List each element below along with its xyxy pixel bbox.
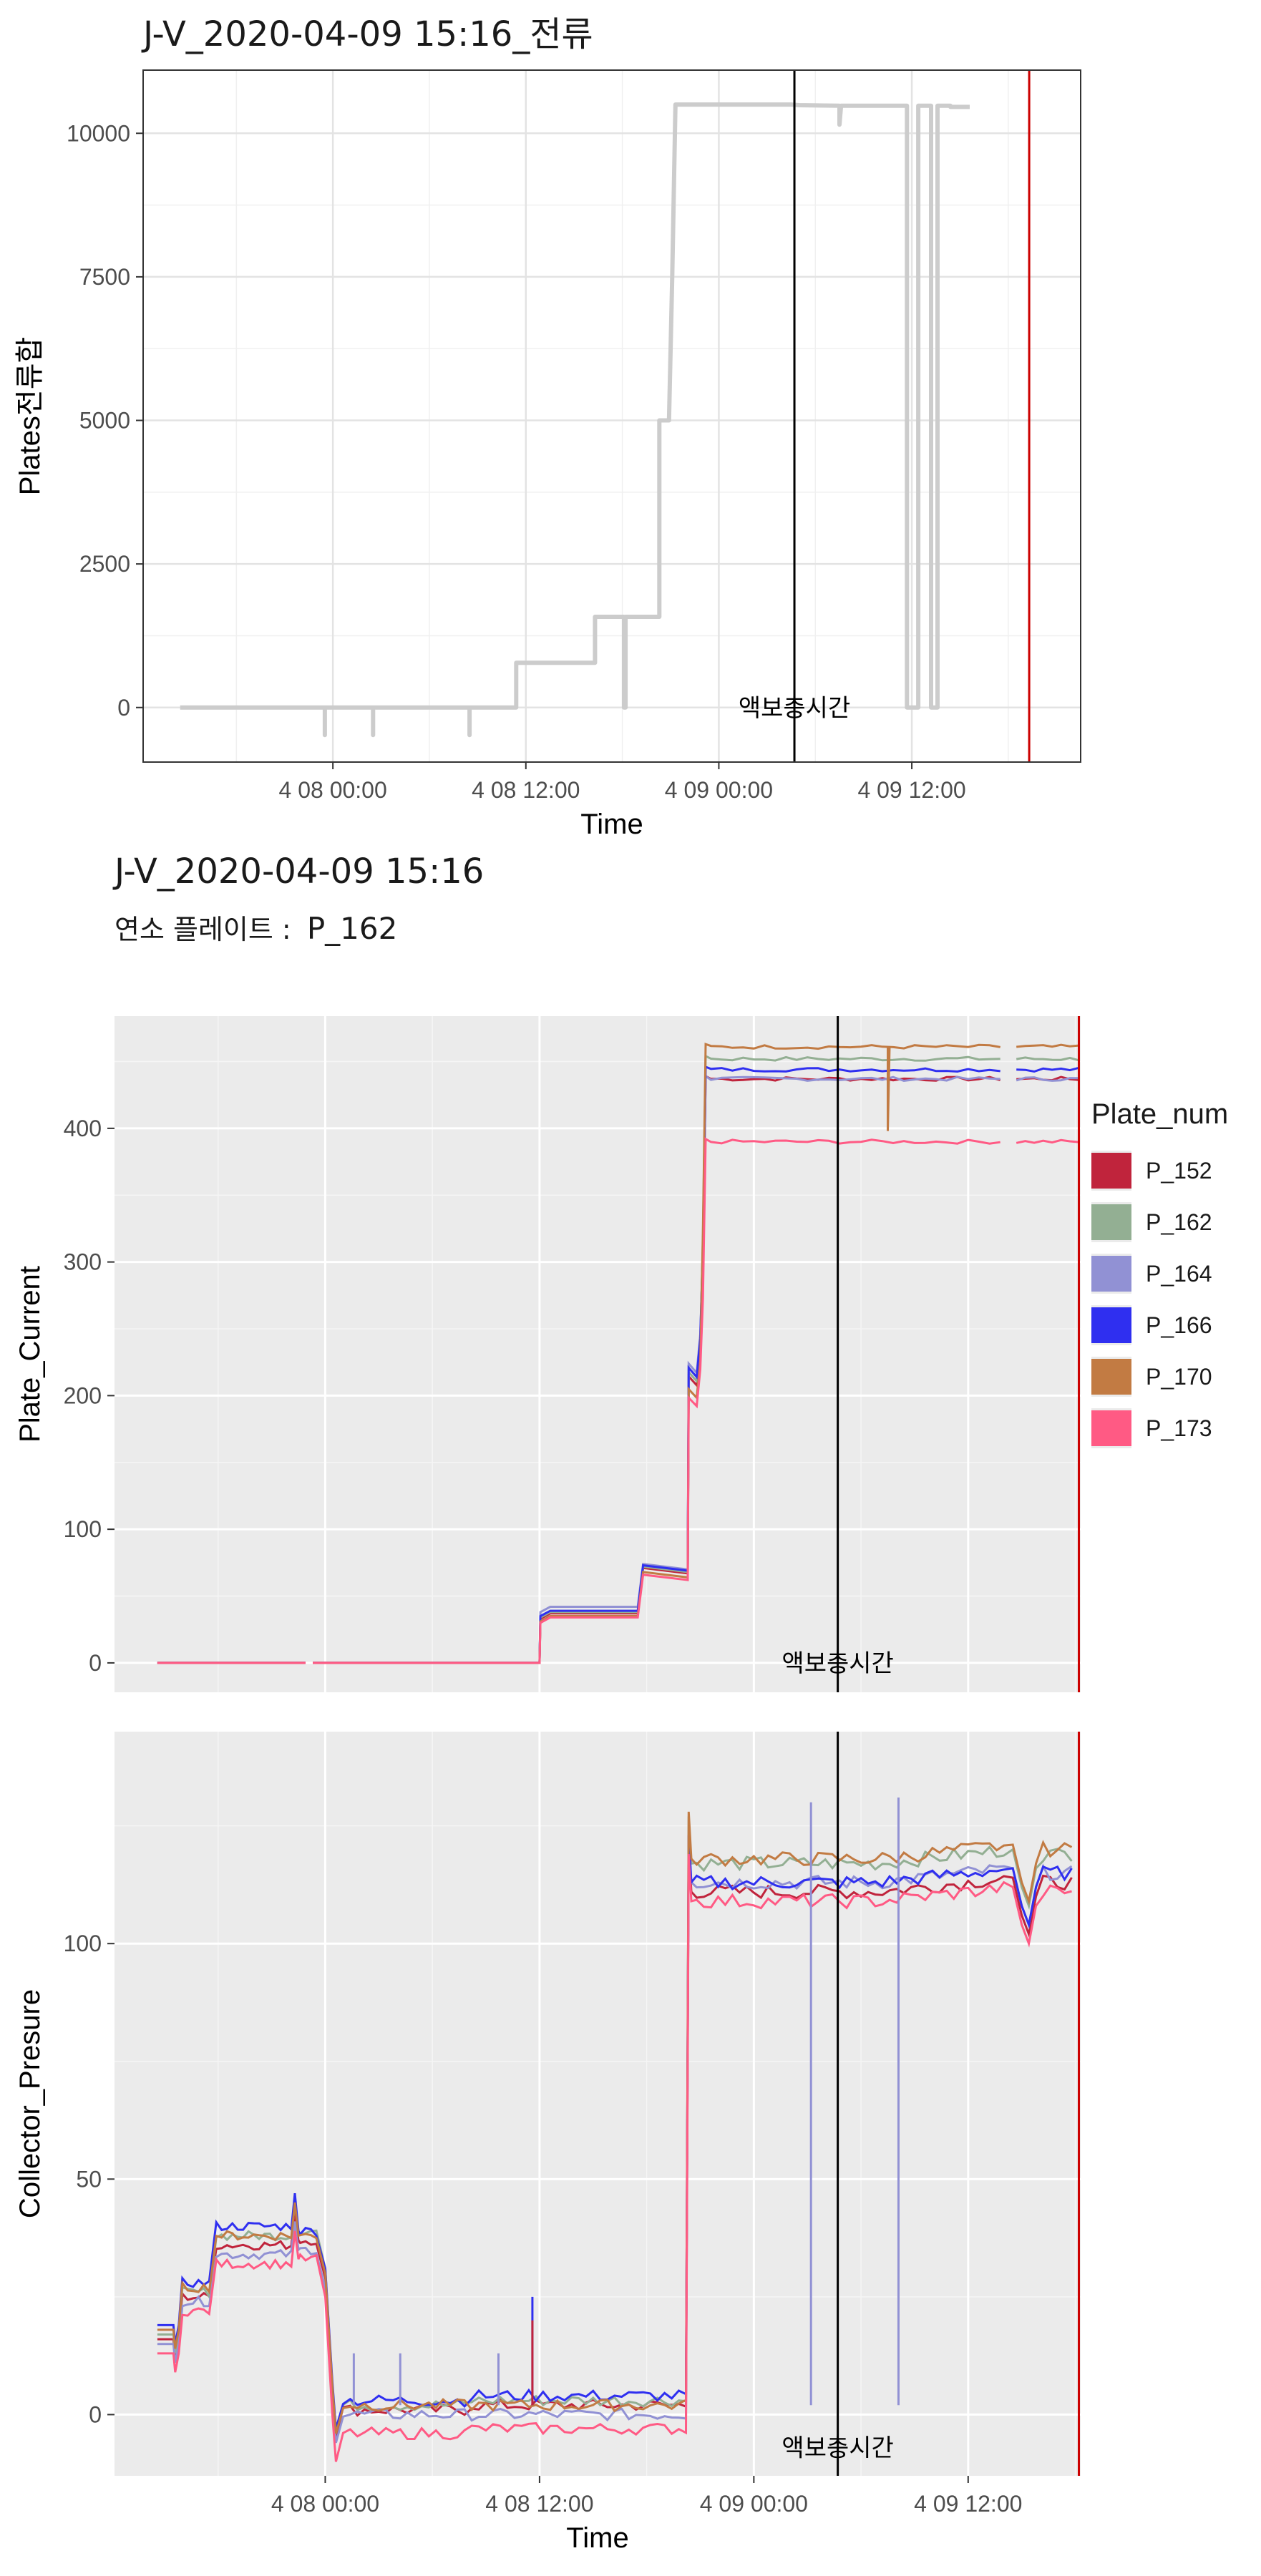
- x-tick-label: 4 09 00:00: [700, 2491, 808, 2517]
- legend-item: P_152: [1091, 1145, 1228, 1196]
- legend-item: P_166: [1091, 1299, 1228, 1351]
- y-tick-label: 5000: [79, 408, 130, 434]
- legend-key: [1091, 1357, 1131, 1397]
- series-line-P_173-c: [1016, 1138, 1079, 1144]
- series-line-P_164: [157, 1835, 1073, 2444]
- legend-key: [1091, 1202, 1131, 1242]
- series-line-P_162: [157, 1816, 1073, 2434]
- y-tick-label: 400: [64, 1116, 102, 1141]
- legend-swatch: [1091, 1153, 1131, 1189]
- y-tick-label: 100: [64, 1931, 102, 1956]
- legend-key: [1091, 1254, 1131, 1294]
- legend-key: [1091, 1408, 1131, 1448]
- y-tick-label: 0: [89, 1650, 102, 1676]
- legend-label: P_170: [1146, 1363, 1212, 1390]
- legend-label: P_162: [1146, 1209, 1212, 1235]
- y-tick-label: 100: [64, 1516, 102, 1542]
- legend-key: [1091, 1305, 1131, 1345]
- annotation-label: 액보충시간: [782, 1649, 893, 1678]
- legend-item: P_164: [1091, 1248, 1228, 1299]
- y-tick-label: 50: [76, 2166, 102, 2192]
- x-tick-label: 4 08 12:00: [485, 2491, 593, 2517]
- series-line-P_166-c: [1016, 1066, 1079, 1073]
- series-line-P_164-c: [1016, 1076, 1079, 1082]
- x-tick-label: 4 08 00:00: [279, 777, 387, 803]
- legend-swatch: [1091, 1410, 1131, 1446]
- top-chart-title: J-V_2020-04-09 15:16_전류: [143, 14, 593, 54]
- panel-border: [142, 69, 1081, 763]
- legend-swatch: [1091, 1256, 1131, 1292]
- series-line-P_170-c: [1016, 1043, 1079, 1048]
- x-tick-label: 4 08 00:00: [271, 2491, 379, 2517]
- legend-swatch: [1091, 1204, 1131, 1240]
- annotation-label: 액보충시간: [739, 694, 850, 723]
- x-axis-title: Time: [566, 2522, 628, 2554]
- series-line-0: [180, 102, 970, 738]
- y-tick-label: 0: [89, 2401, 102, 2427]
- x-tick-label: 4 09 12:00: [857, 777, 965, 803]
- legend-label: P_173: [1146, 1415, 1212, 1441]
- plate-num-legend: Plate_num P_152 P_162 P_164 P_166 P_170 P_173: [1091, 1098, 1228, 1454]
- series-line-P_162-c: [1016, 1056, 1079, 1062]
- y-axis-title: Plates전류합: [14, 337, 46, 496]
- x-tick-label: 4 09 00:00: [665, 777, 773, 803]
- series-line-P_173-b: [313, 1137, 1000, 1664]
- plate-current-chart: 액보충시간 0 100 200 300 400 Plate_Current: [14, 1016, 1081, 1692]
- y-tick-label: 10000: [67, 120, 130, 146]
- collector-pressure-chart: 액보충시간 0 50 100 4 08 00:00 4 08 12:00 4 09 00:0…: [14, 1732, 1081, 2554]
- legend-item: P_173: [1091, 1402, 1228, 1454]
- legend-swatch: [1091, 1359, 1131, 1395]
- plot-panel: [115, 1732, 1081, 2476]
- y-tick-label: 0: [117, 695, 130, 721]
- burning-plate-caption: 연소 플레이트 :: [115, 914, 291, 945]
- legend-title: Plate_num: [1091, 1098, 1229, 1130]
- y-axis-title: Collector_Presure: [14, 1989, 46, 2218]
- x-tick-label: 4 09 12:00: [914, 2491, 1022, 2517]
- legend-label: P_164: [1146, 1260, 1212, 1287]
- plot-panel: [115, 1016, 1081, 1692]
- legend-swatch: [1091, 1307, 1131, 1343]
- y-tick-label: 7500: [79, 264, 130, 290]
- legend-key: [1091, 1151, 1131, 1191]
- series-line-P_170: [157, 1811, 1073, 2434]
- series-line-P_166: [157, 1835, 1073, 2429]
- y-tick-label: 200: [64, 1382, 102, 1408]
- bottom-chart-title: J-V_2020-04-09 15:16: [115, 852, 485, 892]
- plot-panel: [143, 70, 1081, 762]
- legend-label: P_152: [1146, 1157, 1212, 1184]
- y-tick-label: 300: [64, 1249, 102, 1275]
- plates-current-sum-chart: 액보충시간 0 2500 5000 7500 10000 4 08 00:00 4 08 12…: [14, 69, 1081, 840]
- legend-label: P_166: [1146, 1312, 1212, 1338]
- x-axis-title: Time: [580, 809, 643, 840]
- legend-item: P_170: [1091, 1351, 1228, 1402]
- burning-plate-value: P_162: [306, 911, 398, 946]
- y-axis-title: Plate_Current: [14, 1266, 46, 1443]
- annotation-label: 액보충시간: [782, 2434, 893, 2463]
- legend-item: P_162: [1091, 1196, 1228, 1248]
- x-tick-label: 4 08 12:00: [472, 777, 580, 803]
- burning-plate-label: 연소 플레이트 : P_162: [115, 907, 397, 947]
- y-tick-label: 2500: [79, 551, 130, 577]
- series-line-P_173: [157, 1854, 1072, 2462]
